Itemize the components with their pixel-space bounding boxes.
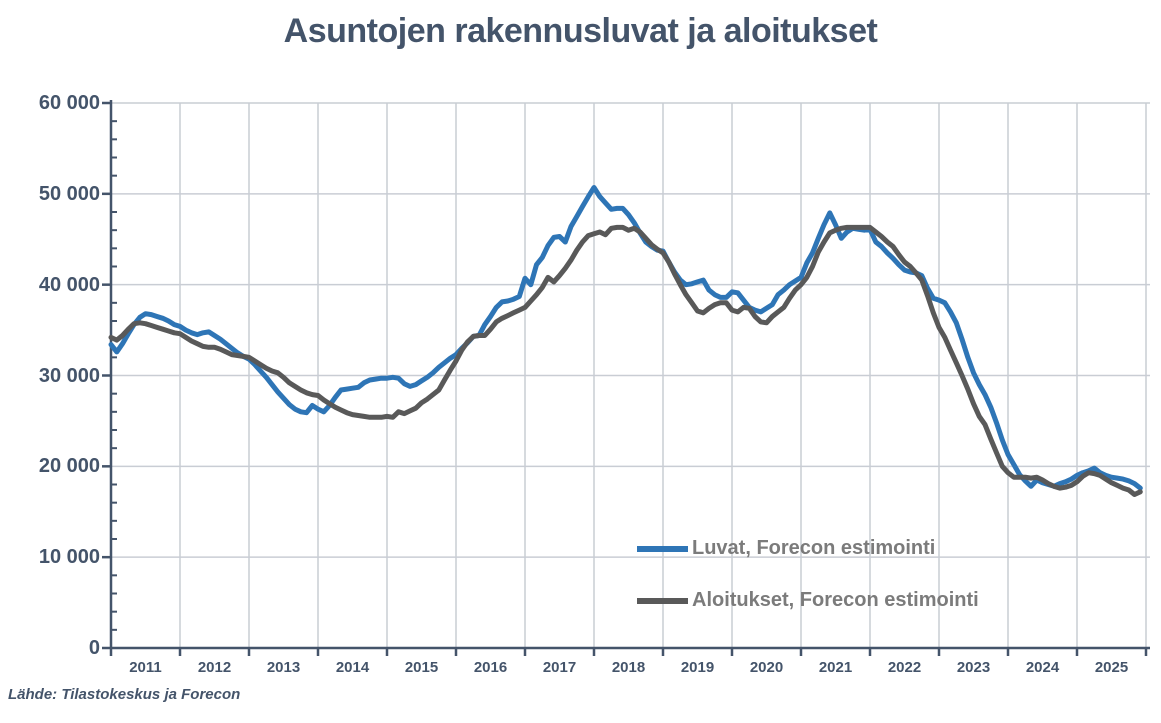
y-tick-label: 30 000 [38, 364, 100, 387]
x-tick-label: 2017 [542, 659, 577, 676]
series-aloitukset-line [108, 224, 1143, 497]
y-tick-label: 0 [88, 637, 100, 659]
series-lines [108, 185, 1143, 497]
y-tick-label: 50 000 [38, 182, 100, 205]
series-luvat-line [108, 185, 1143, 491]
legend-label-luvat: Luvat, Forecon estimointi [692, 537, 936, 559]
legend-label-aloitukset: Aloitukset, Forecon estimointi [692, 589, 979, 611]
x-tick-label: 2021 [818, 659, 853, 676]
x-tick-label: 2024 [1025, 659, 1060, 676]
y-tick-label: 10 000 [38, 546, 100, 569]
x-tick-label: 2013 [266, 659, 301, 676]
x-tick-label: 2011 [129, 659, 162, 676]
x-tick-label: 2014 [335, 659, 370, 676]
x-tick-label: 2012 [197, 659, 232, 676]
x-tick-label: 2020 [749, 659, 784, 676]
x-tick-label: 2019 [680, 659, 715, 676]
x-tick-label: 2025 [1094, 659, 1129, 676]
source-note: Lähde: Tilastokeskus ja Forecon [8, 686, 241, 703]
x-tick-label: 2018 [611, 659, 646, 676]
x-tick-label: 2015 [404, 659, 439, 676]
y-tick-label: 60 000 [38, 92, 100, 114]
x-tick-label: 2023 [956, 659, 991, 676]
gridlines [111, 102, 1150, 648]
x-tick-label: 2022 [887, 659, 922, 676]
y-tick-label: 20 000 [38, 455, 100, 478]
axes [102, 100, 1150, 656]
legend-markers [637, 546, 688, 604]
x-tick-label: 2016 [473, 659, 508, 676]
chart-title: Asuntojen rakennusluvat ja aloitukset [283, 12, 878, 50]
y-tick-label: 40 000 [38, 273, 100, 296]
